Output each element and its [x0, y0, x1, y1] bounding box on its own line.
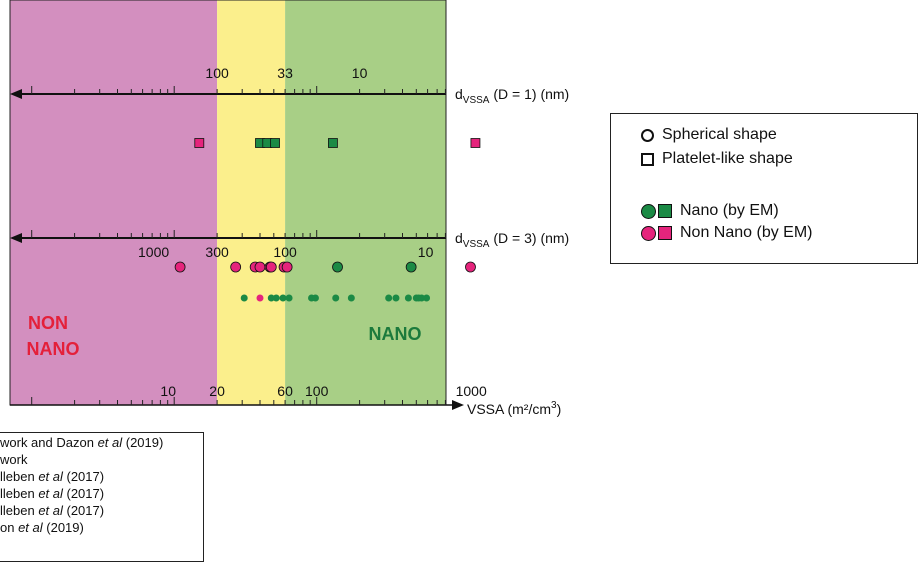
legend-non-nano-label: Non Nano (by EM)	[680, 224, 813, 241]
vssa-tick-label: 60	[277, 383, 293, 399]
d1-tick-label: 100	[205, 65, 229, 81]
zone-rect	[10, 0, 218, 405]
non-nano-zone-label: NON	[28, 313, 68, 333]
sphere-point	[230, 261, 242, 273]
sphere-point-small	[279, 294, 287, 302]
legend: Spherical shape Platelet-like shape Nano…	[610, 113, 918, 264]
sphere-point	[281, 261, 293, 273]
reference-line: lleben et al (2017)	[0, 503, 105, 518]
nano-zone-label: NANO	[369, 324, 422, 344]
zone-rect	[285, 0, 446, 405]
axis-labels: 100 33 10 1000 300 100 10 10 20 60 100 1000 dVSSA (D…	[27, 65, 570, 417]
sphere-point	[405, 261, 417, 273]
sphere-point	[265, 261, 277, 273]
non-nano-square-icon	[658, 226, 672, 240]
platelet-point	[328, 138, 338, 148]
vssa-tick-label: 100	[305, 383, 329, 399]
sphere-point-small	[285, 294, 293, 302]
vssa-tick-label: 20	[209, 383, 225, 399]
zone-rect	[217, 0, 286, 405]
sphere-point	[174, 261, 186, 273]
sphere-point	[254, 261, 266, 273]
d3-tick-label: 10	[418, 244, 434, 260]
d1-axis-arrow	[10, 89, 22, 99]
legend-platelet-label: Platelet-like shape	[662, 150, 793, 167]
vssa-tick-label: 10	[160, 383, 176, 399]
d1-axis-title: dVSSA (D = 1) (nm)	[455, 86, 569, 106]
sphere-point-small	[256, 294, 264, 302]
sphere-point-small	[392, 294, 400, 302]
sphere-point-small	[311, 294, 319, 302]
sphere-point-small	[418, 294, 426, 302]
nano-circle-icon	[641, 203, 656, 219]
d3-axis-arrow	[10, 233, 22, 243]
platelet-point	[270, 138, 280, 148]
sphere-point	[332, 261, 343, 273]
non-nano-circle-icon	[641, 225, 656, 241]
axes	[10, 86, 464, 410]
legend-platelet: Platelet-like shape	[641, 150, 793, 168]
d1-tick-label: 10	[352, 65, 368, 81]
non-nano-zone-label: NANO	[27, 339, 80, 359]
platelet-point	[194, 138, 205, 148]
sphere-point-small	[347, 294, 355, 302]
d3-tick-label: 100	[273, 244, 297, 260]
sphere-point-small	[332, 294, 340, 302]
reference-line: lleben et al (2017)	[0, 486, 105, 501]
vssa-chart: 100 33 10 1000 300 100 10 10 20 60 100 1000 dVSSA (D…	[9, 0, 570, 417]
data-points	[174, 138, 481, 302]
sphere-point-small	[272, 294, 280, 302]
vssa-axis-title: VSSA (m²/cm3)	[467, 400, 561, 417]
reference-line: lleben et al (2017)	[0, 469, 105, 484]
sphere-point-small	[423, 294, 431, 302]
nano-square-icon	[658, 204, 672, 218]
reference-line: on et al (2019)	[0, 520, 84, 535]
references-box: work and Dazon et al (2019) work lleben …	[0, 432, 204, 562]
legend-spherical: Spherical shape	[641, 126, 777, 144]
d1-tick-label: 33	[277, 65, 293, 81]
legend-non-nano: Non Nano (by EM)	[641, 224, 813, 242]
d3-axis-title: dVSSA (D = 3) (nm)	[455, 230, 569, 250]
legend-nano-label: Nano (by EM)	[680, 202, 779, 219]
platelet-point	[470, 138, 481, 148]
circle-icon	[641, 128, 654, 142]
reference-line: work	[0, 452, 28, 467]
zone-backgrounds	[9, 0, 447, 406]
reference-line: work and Dazon et al (2019)	[0, 435, 164, 450]
vssa-tick-label: 1000	[456, 383, 487, 399]
d3-tick-label: 300	[205, 244, 229, 260]
d3-tick-label: 1000	[138, 244, 169, 260]
legend-spherical-label: Spherical shape	[662, 126, 777, 143]
legend-nano: Nano (by EM)	[641, 202, 779, 220]
sphere-point-small	[267, 294, 275, 302]
sphere-point-small	[385, 294, 393, 302]
vssa-axis-arrow	[452, 400, 464, 410]
square-icon	[641, 152, 654, 166]
sphere-point	[465, 261, 476, 273]
sphere-point-small	[240, 294, 248, 302]
sphere-point-small	[404, 294, 412, 302]
